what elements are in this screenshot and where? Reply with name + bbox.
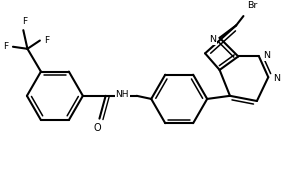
- Text: NH: NH: [115, 90, 129, 99]
- Text: F: F: [22, 17, 27, 26]
- Text: Br: Br: [248, 1, 258, 10]
- Text: N: N: [273, 74, 280, 83]
- Text: N: N: [263, 51, 270, 60]
- Text: F: F: [45, 36, 50, 45]
- Text: O: O: [94, 123, 101, 133]
- Text: F: F: [3, 42, 8, 51]
- Text: N: N: [209, 35, 216, 44]
